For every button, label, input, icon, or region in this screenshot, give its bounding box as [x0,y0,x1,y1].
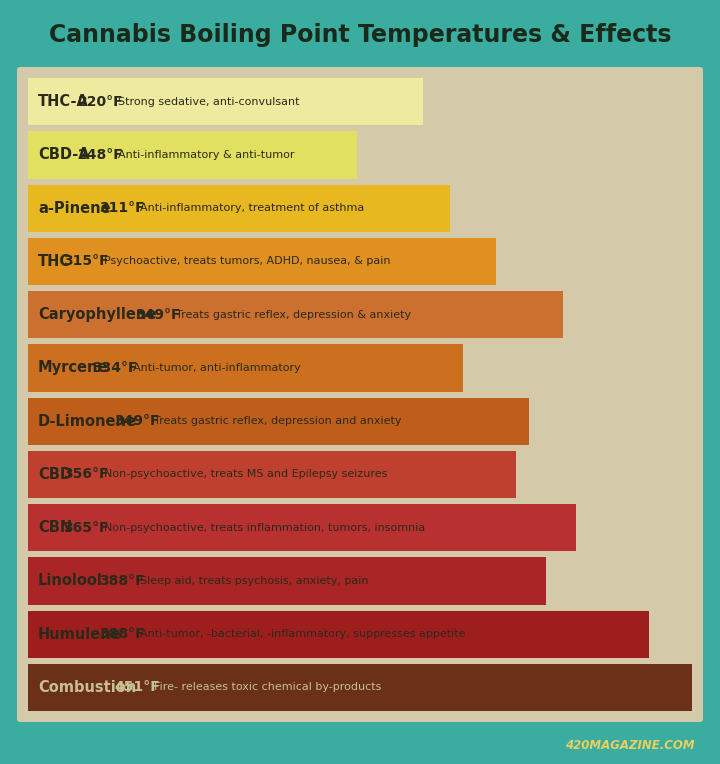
Text: Combustion: Combustion [38,680,136,695]
Text: 388°F: 388°F [99,574,145,588]
Text: Humulene: Humulene [38,626,122,642]
FancyBboxPatch shape [28,345,463,391]
Text: Non-psychoactive, treats inflammation, tumors, insomnia: Non-psychoactive, treats inflammation, t… [104,523,426,533]
FancyBboxPatch shape [28,184,449,231]
Text: D-Limonene: D-Limonene [38,413,137,429]
Text: Myrcene: Myrcene [38,361,109,375]
Text: 388°F: 388°F [99,627,145,641]
FancyBboxPatch shape [28,291,692,338]
Text: Linolool: Linolool [38,573,103,588]
FancyBboxPatch shape [28,238,496,285]
Text: Cannabis Boiling Point Temperatures & Effects: Cannabis Boiling Point Temperatures & Ef… [49,23,671,47]
Text: 365°F: 365°F [63,520,109,535]
Text: 220°F: 220°F [78,95,124,108]
FancyBboxPatch shape [28,78,423,125]
FancyBboxPatch shape [28,504,692,552]
Text: Non-psychoactive, treats MS and Epilepsy seizures: Non-psychoactive, treats MS and Epilepsy… [104,469,387,479]
FancyBboxPatch shape [28,557,546,604]
Text: 349°F: 349°F [114,414,160,428]
FancyBboxPatch shape [28,131,692,179]
Text: Strong sedative, anti-convulsant: Strong sedative, anti-convulsant [119,96,300,107]
Text: Fire- releases toxic chemical by-products: Fire- releases toxic chemical by-product… [155,682,382,692]
Text: a-Pinene: a-Pinene [38,201,111,215]
Text: 311°F: 311°F [99,201,145,215]
Text: Caryophyllene: Caryophyllene [38,307,156,322]
Text: CBD: CBD [38,467,72,482]
Text: CBD-A: CBD-A [38,147,89,163]
FancyBboxPatch shape [28,451,692,498]
Text: 334°F: 334°F [92,361,138,375]
Text: 356°F: 356°F [63,468,109,481]
Text: Sleep aid, treats psychosis, anxiety, pain: Sleep aid, treats psychosis, anxiety, pa… [140,576,369,586]
FancyBboxPatch shape [17,67,703,722]
FancyBboxPatch shape [28,78,692,125]
FancyBboxPatch shape [28,291,562,338]
FancyBboxPatch shape [28,610,649,658]
FancyBboxPatch shape [28,397,529,445]
FancyBboxPatch shape [28,504,576,552]
Text: Anti-inflammatory, treatment of asthma: Anti-inflammatory, treatment of asthma [140,203,364,213]
FancyBboxPatch shape [28,664,692,711]
FancyBboxPatch shape [28,345,692,391]
Text: Treats gastric reflex, depression & anxiety: Treats gastric reflex, depression & anxi… [176,309,411,319]
FancyBboxPatch shape [28,451,516,498]
FancyBboxPatch shape [28,664,692,711]
FancyBboxPatch shape [28,397,692,445]
Text: THC-A: THC-A [38,94,89,109]
FancyBboxPatch shape [28,557,692,604]
Text: Psychoactive, treats tumors, ADHD, nausea, & pain: Psychoactive, treats tumors, ADHD, nause… [104,257,391,267]
Text: Anti-tumor, anti-inflammatory: Anti-tumor, anti-inflammatory [133,363,301,373]
Text: 248°F: 248°F [78,148,124,162]
Text: Anti-tumor, -bacterial, -inflammatory, suppresses appetite: Anti-tumor, -bacterial, -inflammatory, s… [140,629,466,639]
Text: THC: THC [38,254,71,269]
FancyBboxPatch shape [28,238,692,285]
Text: Anti-inflammatory & anti-tumor: Anti-inflammatory & anti-tumor [119,150,295,160]
FancyBboxPatch shape [28,184,692,231]
FancyBboxPatch shape [28,131,356,179]
Text: 451°F: 451°F [114,681,160,694]
Text: CBN: CBN [38,520,72,535]
Text: 420MAGAZINE.COM: 420MAGAZINE.COM [565,739,695,752]
Text: 315°F: 315°F [63,254,109,268]
FancyBboxPatch shape [28,610,692,658]
Text: 349°F: 349°F [135,308,181,322]
Text: Treats gastric reflex, depression and anxiety: Treats gastric reflex, depression and an… [155,416,402,426]
